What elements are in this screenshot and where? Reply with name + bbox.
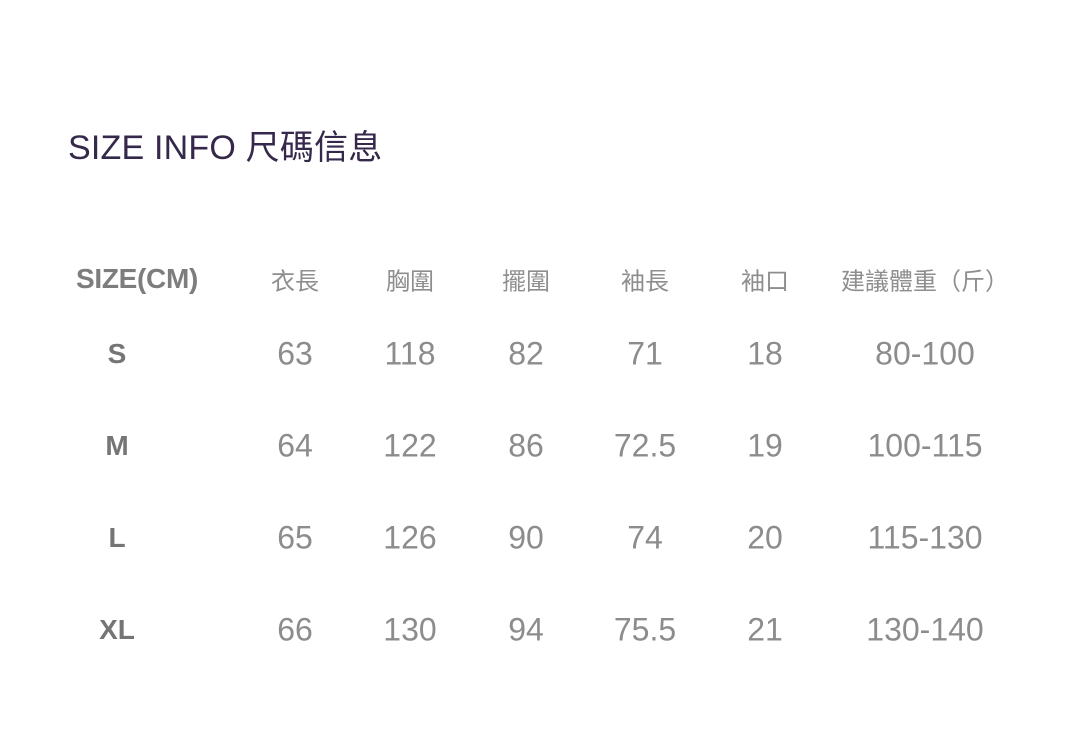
column-header-garment-length: 衣長 — [271, 268, 319, 296]
cell-value: 20 — [747, 519, 783, 556]
cell-value: 66 — [277, 611, 313, 648]
column-header-hem: 擺圍 — [502, 268, 550, 296]
cell-value: 80-100 — [875, 335, 975, 372]
page-title: SIZE INFO 尺碼信息 — [68, 129, 383, 167]
size-label: S — [107, 338, 127, 369]
cell-value: 130 — [383, 611, 437, 648]
size-label: L — [108, 522, 126, 553]
table-row-l: L 65 126 90 74 20 115-130 — [0, 492, 1080, 584]
cell-value: 130-140 — [866, 611, 984, 648]
cell-value: 63 — [277, 335, 313, 372]
size-table: SIZE(CM) 衣長 胸圍 擺圍 袖長 袖口 建議體重（斤） S 63 118… — [0, 250, 1080, 676]
cell-value: 94 — [508, 611, 544, 648]
cell-value: 118 — [384, 335, 436, 372]
cell-value: 72.5 — [613, 427, 677, 464]
table-row-xl: XL 66 130 94 75.5 21 130-140 — [0, 584, 1080, 676]
table-row-s: S 63 118 82 71 18 80-100 — [0, 308, 1080, 400]
column-header-suggested-weight: 建議體重（斤） — [841, 268, 1009, 296]
table-header-row: SIZE(CM) 衣長 胸圍 擺圍 袖長 袖口 建議體重（斤） — [0, 250, 1080, 308]
cell-value: 71 — [627, 335, 663, 372]
column-header-sleeve-length: 袖長 — [621, 268, 669, 296]
cell-value: 90 — [508, 519, 544, 556]
column-header-chest: 胸圍 — [386, 268, 434, 296]
size-label: XL — [99, 614, 135, 645]
cell-value: 64 — [277, 427, 313, 464]
cell-value: 126 — [383, 519, 437, 556]
cell-value: 122 — [383, 427, 437, 464]
cell-value: 19 — [747, 427, 783, 464]
cell-value: 115-130 — [867, 519, 983, 556]
table-row-m: M 64 122 86 72.5 19 100-115 — [0, 400, 1080, 492]
cell-value: 21 — [747, 611, 783, 648]
cell-value: 65 — [277, 519, 313, 556]
size-label: M — [105, 430, 129, 461]
cell-value: 86 — [508, 427, 544, 464]
cell-value: 82 — [508, 335, 544, 372]
column-header-cuff: 袖口 — [741, 268, 789, 296]
cell-value: 74 — [627, 519, 663, 556]
cell-value: 18 — [747, 335, 783, 372]
column-header-size-unit: SIZE(CM) — [75, 263, 199, 294]
cell-value: 75.5 — [613, 611, 677, 648]
cell-value: 100-115 — [867, 427, 983, 464]
